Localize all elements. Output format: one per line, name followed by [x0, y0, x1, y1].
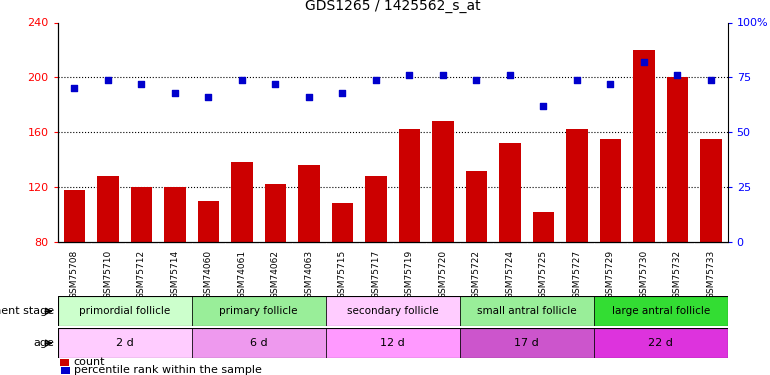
Bar — [298, 165, 320, 242]
Text: GSM75733: GSM75733 — [706, 250, 715, 299]
Bar — [600, 139, 621, 242]
Point — [102, 76, 114, 82]
Text: small antral follicle: small antral follicle — [477, 306, 577, 316]
Point — [571, 76, 583, 82]
Text: 22 d: 22 d — [648, 338, 673, 348]
Point — [403, 72, 416, 78]
Text: GSM74060: GSM74060 — [204, 250, 213, 299]
Bar — [633, 50, 654, 242]
Point — [504, 72, 516, 78]
Point — [203, 94, 215, 100]
Bar — [667, 77, 688, 242]
Point — [671, 72, 684, 78]
Bar — [192, 328, 326, 358]
Point — [370, 76, 382, 82]
Text: 12 d: 12 d — [380, 338, 405, 348]
Text: GSM75714: GSM75714 — [170, 250, 179, 299]
Bar — [594, 296, 728, 326]
Bar — [60, 359, 69, 366]
Bar — [64, 190, 85, 242]
Point — [136, 81, 148, 87]
Text: GSM75732: GSM75732 — [673, 250, 682, 299]
Text: age: age — [33, 338, 54, 348]
Text: 6 d: 6 d — [250, 338, 267, 348]
Text: GSM75725: GSM75725 — [539, 250, 548, 299]
Bar — [365, 176, 387, 242]
Bar — [231, 162, 253, 242]
Bar — [326, 328, 460, 358]
Point — [437, 72, 449, 78]
Text: GSM75715: GSM75715 — [338, 250, 347, 299]
Text: primordial follicle: primordial follicle — [79, 306, 170, 316]
Point — [270, 81, 282, 87]
Point — [336, 90, 349, 96]
Bar — [399, 129, 420, 242]
Point — [470, 76, 483, 82]
Text: large antral follicle: large antral follicle — [611, 306, 710, 316]
Bar — [594, 328, 728, 358]
Text: GSM74062: GSM74062 — [271, 250, 280, 299]
Bar — [499, 143, 521, 242]
Point — [537, 103, 550, 109]
Bar — [533, 212, 554, 242]
Text: GSM74063: GSM74063 — [304, 250, 313, 299]
Bar — [131, 187, 152, 242]
Text: GSM75724: GSM75724 — [505, 250, 514, 299]
Bar — [332, 204, 353, 242]
Bar — [460, 296, 594, 326]
Text: percentile rank within the sample: percentile rank within the sample — [75, 365, 263, 375]
Bar — [61, 367, 70, 374]
Bar — [460, 328, 594, 358]
Text: 2 d: 2 d — [116, 338, 134, 348]
Point — [705, 76, 717, 82]
Text: primary follicle: primary follicle — [219, 306, 298, 316]
Text: GDS1265 / 1425562_s_at: GDS1265 / 1425562_s_at — [305, 0, 480, 13]
Point — [604, 81, 617, 87]
Text: GSM75717: GSM75717 — [371, 250, 380, 299]
Point — [638, 59, 650, 65]
Bar — [58, 296, 192, 326]
Point — [236, 76, 248, 82]
Bar — [326, 296, 460, 326]
Text: 17 d: 17 d — [514, 338, 539, 348]
Bar — [164, 187, 186, 242]
Text: GSM75729: GSM75729 — [606, 250, 615, 299]
Text: GSM75710: GSM75710 — [103, 250, 112, 299]
Point — [169, 90, 181, 96]
Bar — [58, 328, 192, 358]
Text: GSM75722: GSM75722 — [472, 250, 481, 299]
Text: GSM75708: GSM75708 — [70, 250, 79, 299]
Text: GSM75712: GSM75712 — [137, 250, 146, 299]
Point — [303, 94, 315, 100]
Bar — [432, 121, 454, 242]
Bar — [566, 129, 588, 242]
Text: development stage: development stage — [0, 306, 54, 316]
Bar — [198, 201, 219, 242]
Text: secondary follicle: secondary follicle — [347, 306, 438, 316]
Text: GSM75730: GSM75730 — [639, 250, 648, 299]
Text: count: count — [73, 357, 105, 368]
Text: GSM75720: GSM75720 — [438, 250, 447, 299]
Bar — [192, 296, 326, 326]
Bar — [466, 171, 487, 242]
Text: GSM75719: GSM75719 — [405, 250, 414, 299]
Text: GSM74061: GSM74061 — [237, 250, 246, 299]
Bar — [265, 184, 286, 242]
Bar — [97, 176, 119, 242]
Text: GSM75727: GSM75727 — [572, 250, 581, 299]
Point — [69, 86, 81, 92]
Bar — [700, 139, 721, 242]
